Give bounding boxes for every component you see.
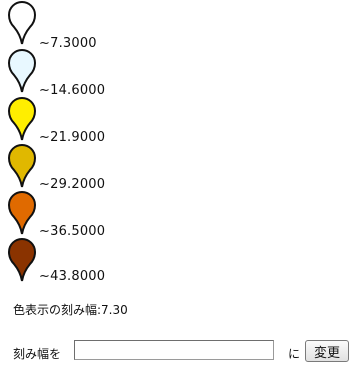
map-pin-icon: [7, 0, 37, 45]
legend-label: ~7.3000: [39, 36, 97, 51]
legend-label: ~14.6000: [39, 83, 106, 98]
step-width-prefix: 刻み幅を: [13, 347, 62, 361]
map-pin-icon: [7, 143, 37, 188]
legend-item: ~21.9000: [0, 96, 200, 145]
legend-label: ~29.2000: [39, 177, 106, 192]
legend-label: ~21.9000: [39, 130, 106, 145]
step-width-display: 色表示の刻み幅:7.30: [13, 303, 128, 317]
legend-item: ~43.8000: [0, 237, 200, 285]
legend-item: ~36.5000: [0, 190, 200, 239]
legend-label: ~36.5000: [39, 224, 106, 239]
change-button[interactable]: 変更: [305, 340, 349, 362]
legend-item: ~14.6000: [0, 48, 200, 98]
legend-label: ~43.8000: [39, 269, 106, 284]
step-width-form: 刻み幅を に 変更: [13, 339, 349, 365]
step-width-suffix: に: [288, 347, 301, 361]
map-pin-icon: [7, 190, 37, 235]
step-width-input[interactable]: [74, 340, 274, 360]
map-pin-icon: [7, 48, 37, 93]
map-pin-icon: [7, 96, 37, 141]
legend-item: ~29.2000: [0, 143, 200, 192]
legend-item: ~7.3000: [0, 0, 200, 51]
map-pin-icon: [7, 237, 37, 282]
